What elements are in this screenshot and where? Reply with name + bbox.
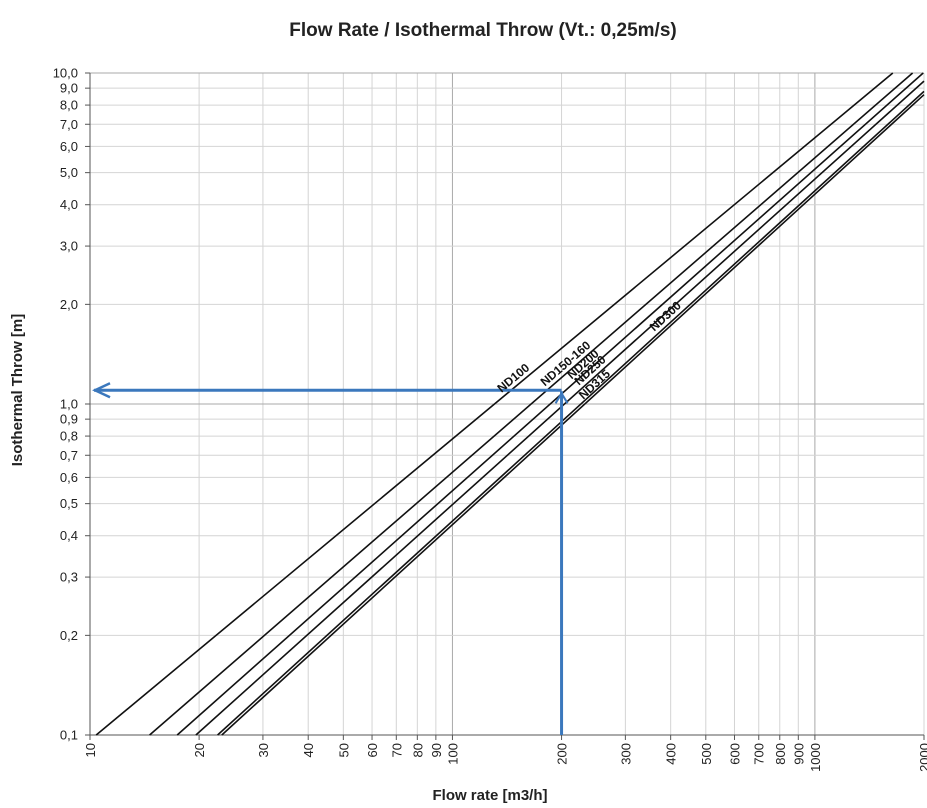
- x-tick-label: 500: [699, 743, 714, 765]
- y-tick-label: 6,0: [60, 139, 78, 154]
- x-axis-title: Flow rate [m3/h]: [432, 787, 547, 804]
- x-tick-label: 700: [752, 743, 767, 765]
- x-tick-label: 2000: [917, 743, 927, 772]
- reading-annotation: [92, 382, 569, 735]
- x-tick-label: 900: [791, 743, 806, 765]
- up-arrow-head: [554, 391, 569, 404]
- y-tick-label: 8,0: [60, 98, 78, 113]
- x-tick-label: 90: [429, 743, 444, 757]
- y-tick-label: 0,2: [60, 628, 78, 643]
- y-tick-label: 0,8: [60, 429, 78, 444]
- y-tick-label: 0,9: [60, 412, 78, 427]
- x-tick-label: 600: [728, 743, 743, 765]
- y-tick-label: 4,0: [60, 197, 78, 212]
- x-tick-label: 40: [301, 743, 316, 757]
- y-tick-label: 0,6: [60, 470, 78, 485]
- grid-lines: [89, 72, 925, 736]
- y-tick-label: 1,0: [60, 397, 78, 412]
- y-tick-label: 5,0: [60, 165, 78, 180]
- chart-title: Flow Rate / Isothermal Throw (Vt.: 0,25m…: [289, 20, 676, 41]
- series-line: [95, 72, 894, 736]
- y-tick-label: 0,7: [60, 448, 78, 463]
- y-tick-label: 2,0: [60, 297, 78, 312]
- series-label: ND300: [647, 298, 684, 334]
- y-tick-label: 10,0: [53, 66, 78, 81]
- x-tick-label: 1000: [808, 743, 823, 772]
- series-line: [221, 94, 925, 736]
- x-tick-label: 80: [410, 743, 425, 757]
- x-tick-label: 50: [336, 743, 351, 757]
- x-tick-label: 10: [83, 743, 98, 757]
- left-arrow-head: [92, 382, 111, 399]
- series-line: [176, 72, 924, 736]
- y-tick-label: 0,1: [60, 728, 78, 743]
- series-lines: [95, 72, 925, 736]
- y-tick-label: 3,0: [60, 239, 78, 254]
- x-tick-label: 100: [445, 743, 460, 765]
- x-tick-label: 200: [555, 743, 570, 765]
- series-line: [149, 72, 914, 736]
- y-tick-label: 9,0: [60, 81, 78, 96]
- y-tick-labels: 0,1 0,2 0,3 0,4 0,5 0,6 0,7 0,8 0,91,0 2,0 3,0 4,0 5…: [53, 66, 78, 743]
- axes: [85, 72, 925, 740]
- x-tick-label: 800: [773, 743, 788, 765]
- x-tick-label: 60: [365, 743, 380, 757]
- x-tick-label: 30: [256, 743, 271, 757]
- x-tick-label: 20: [192, 743, 207, 757]
- y-tick-label: 0,4: [60, 528, 78, 543]
- x-tick-labels: 10 20 30 40 50 60 70 80 90 100 200 300 400 500 600 700 8…: [83, 743, 927, 772]
- series-line: [217, 90, 925, 736]
- x-tick-label: 70: [389, 743, 404, 757]
- series-line: [195, 80, 925, 736]
- x-tick-label: 300: [618, 743, 633, 765]
- y-tick-label: 0,3: [60, 570, 78, 585]
- y-tick-label: 0,5: [60, 496, 78, 511]
- y-axis-title: Isothermal Throw [m]: [9, 314, 26, 467]
- y-tick-label: 7,0: [60, 117, 78, 132]
- x-tick-label: 400: [664, 743, 679, 765]
